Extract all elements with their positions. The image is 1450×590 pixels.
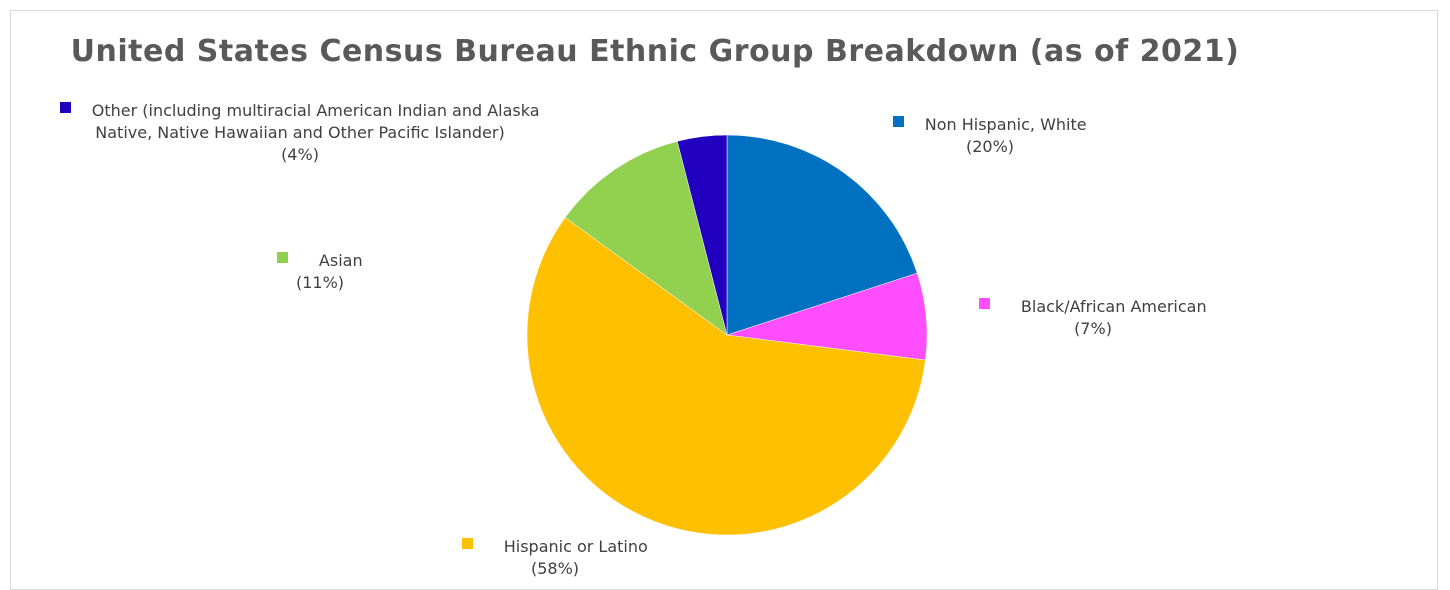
slice-label-text: Hispanic or Latino: [503, 537, 648, 556]
slice-percent-text: (58%): [530, 559, 580, 578]
slice-percent-text: (4%): [281, 145, 319, 164]
pie-slice-other: [676, 134, 728, 336]
pie-slice-hispanic-or-latino: [526, 217, 926, 536]
legend-swatch-asian: [277, 252, 289, 263]
data-label-asian: Asian (11%): [250, 250, 390, 294]
legend-swatch-black-african-american: [979, 298, 991, 309]
slice-percent-text: (20%): [965, 137, 1015, 156]
legend-swatch-other: [60, 102, 72, 113]
chart-title: United States Census Bureau Ethnic Group…: [70, 34, 1240, 69]
slice-label-text: Black/African American: [1020, 297, 1207, 316]
slice-label-text: Other (including multiracial American In…: [91, 101, 540, 142]
data-label-non-hispanic-white: Non Hispanic, White (20%): [860, 114, 1120, 158]
pie-slice-asian: [564, 140, 728, 336]
slice-percent-text: (11%): [295, 273, 345, 292]
legend-swatch-hispanic-or-latino: [462, 538, 474, 549]
pie-slice-non-hispanic-white: [726, 134, 918, 336]
data-label-other: Other (including multiracial American In…: [30, 100, 570, 166]
slice-label-text: Non Hispanic, White: [924, 115, 1087, 134]
slice-label-text: Asian: [318, 251, 363, 270]
data-label-hispanic-or-latino: Hispanic or Latino (58%): [430, 536, 680, 580]
data-label-black-african-american: Black/African American (7%): [948, 296, 1238, 340]
slice-percent-text: (7%): [1074, 319, 1112, 338]
legend-swatch-non-hispanic-white: [893, 116, 905, 127]
